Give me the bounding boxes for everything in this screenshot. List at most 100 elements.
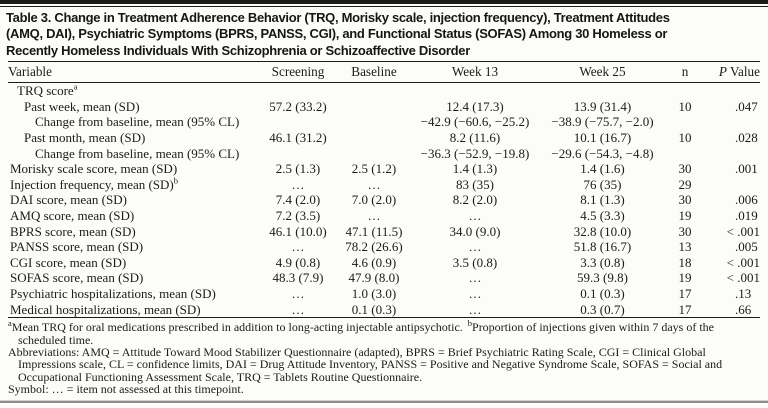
table-top-rule [0,0,768,7]
cell-p-value: < .001 [726,270,760,286]
cell-p-value [705,177,760,193]
cell-baseline: … [367,207,381,223]
table-title-line-2: (AMQ, DAI), Psychiatric Symptoms (BPRS, … [6,26,668,42]
cell-screening [258,83,338,99]
cell-week-13: 83 (35) [456,176,494,192]
data-table: Variable Screening Baseline Week 13 Week… [8,61,760,319]
cell-screening: 2.5 (1.3) [275,161,321,177]
cell-screening: 4.9 (0.8) [275,254,321,270]
cell-baseline: 1.0 (3.0) [351,285,397,301]
cell-variable: BPRS score, mean (SD) [10,223,136,239]
cell-baseline [338,83,410,99]
table-title-line-1: Table 3. Change in Treatment Adherence B… [6,10,670,25]
cell-p-value [705,114,760,130]
cell-n: 10 [678,98,692,114]
cell-screening: … [258,301,338,319]
cell-baseline: 4.6 (0.9) [351,254,397,270]
table-row: SOFAS score, mean (SD) 48.3 (7.9) 47.9 (… [8,270,760,286]
cell-screening [258,146,338,162]
cell-n: 30 [678,192,692,208]
cell-n: 19 [678,270,692,286]
column-header-n: n [665,61,705,84]
cell-screening: … [291,285,305,301]
cell-n [665,83,705,99]
cell-variable: Past week, mean (SD) [24,98,140,114]
cell-n: 30 [678,223,692,239]
cell-week-25: 1.4 (1.6) [580,161,625,177]
cell-week-25: 13.9 (31.4) [573,98,632,114]
cell-baseline: 47.9 (8.0) [348,270,400,286]
cell-n: 17 [665,301,705,319]
footnote-b-text: Proportion of injections given within 7 … [18,320,714,347]
cell-p-value: < .001 [726,223,760,239]
cell-baseline [338,114,410,130]
table-body: TRQ scorea Past week, mean (SD) 57.2 (33… [8,83,760,319]
footnote-ab: aMean TRQ for oral medications prescribe… [8,318,760,347]
cell-n: 17 [678,285,692,301]
column-header-screening: Screening [258,61,338,84]
cell-variable: Past month, mean (SD) [24,130,146,145]
cell-n: 30 [678,161,692,177]
cell-baseline [338,130,410,146]
cell-p-value: .13 [735,285,752,301]
cell-variable: TRQ scorea [17,81,78,99]
cell-variable: Medical hospitalizations, mean (SD) [8,301,258,319]
table-row: Medical hospitalizations, mean (SD) … 0.… [8,301,760,319]
cell-week-13: 12.4 (17.3) [446,98,504,114]
cell-baseline: 2.5 (1.2) [351,161,397,177]
cell-screening: 46.1 (10.0) [269,223,327,239]
cell-variable: Injection frequency, mean (SD)b [10,175,179,192]
cell-p-value: .001 [735,161,758,177]
cell-variable: PANSS score, mean (SD) [10,239,144,255]
table-bottom-rule [0,400,768,403]
cell-week-25 [540,83,665,99]
cell-baseline: 47.1 (11.5) [345,223,403,239]
cell-variable: Morisky scale score, mean (SD) [10,161,178,177]
symbol-note: Symbol: … = item not assessed at this ti… [8,382,244,397]
cell-week-13: 3.5 (0.8) [452,254,498,270]
cell-week-25: 51.8 (16.7) [573,239,632,255]
cell-variable: CGI score, mean (SD) [10,254,127,270]
footnote-marker: a [73,81,78,92]
header-row: Variable Screening Baseline Week 13 Week… [8,61,760,84]
cell-week-13: … [468,270,482,286]
cell-week-25: 4.5 (3.3) [580,207,625,223]
cell-week-25: 8.1 (1.3) [580,192,625,208]
cell-baseline [338,99,410,115]
cell-week-25: −29.6 (−54.3, −4.8) [551,145,654,161]
footnote-marker: b [173,175,179,186]
cell-week-25: 3.3 (0.8) [580,254,625,270]
cell-week-25: 32.8 (10.0) [573,223,632,239]
cell-week-13: … [410,301,540,319]
cell-week-25: −38.9 (−75.7, −2.0) [551,114,654,130]
column-header-baseline: Baseline [338,61,410,84]
table-row: AMQ score, mean (SD) 7.2 (3.5) … … 4.5 (… [8,208,760,224]
cell-week-25: 10.1 (16.7) [573,130,632,145]
cell-screening: … [291,176,305,192]
cell-week-13 [410,83,540,99]
cell-n: 19 [678,207,692,223]
cell-baseline: 0.1 (0.3) [338,301,410,319]
cell-screening: 7.2 (3.5) [275,207,321,223]
cell-p-value [705,83,760,99]
cell-variable: DAI score, mean (SD) [10,192,127,208]
table-row: TRQ scorea [8,83,760,99]
cell-p-value: .006 [735,192,758,208]
table-row: Change from baseline, mean (95% CL) −42.… [8,114,760,130]
cell-n: 10 [678,130,692,145]
table-row: Psychiatric hospitalizations, mean (SD) … [8,286,760,302]
cell-week-13: … [468,285,482,301]
cell-variable: SOFAS score, mean (SD) [10,270,144,286]
cell-week-13: 1.4 (1.3) [452,161,498,177]
table-row: Change from baseline, mean (95% CL) −36.… [8,146,760,162]
column-header-p-value: P Value [705,61,760,84]
table-row: BPRS score, mean (SD) 46.1 (10.0) 47.1 (… [8,224,760,240]
footnote-b-marker: b [467,318,473,329]
cell-week-13: … [468,207,482,223]
cell-week-13: 8.2 (2.0) [452,192,498,208]
cell-p-value: .66 [705,301,760,319]
footnote-a-marker: a [8,318,12,329]
table-row: Past week, mean (SD) 57.2 (33.2) 12.4 (1… [8,99,760,115]
cell-n [665,146,705,162]
cell-screening: 57.2 (33.2) [269,98,327,114]
